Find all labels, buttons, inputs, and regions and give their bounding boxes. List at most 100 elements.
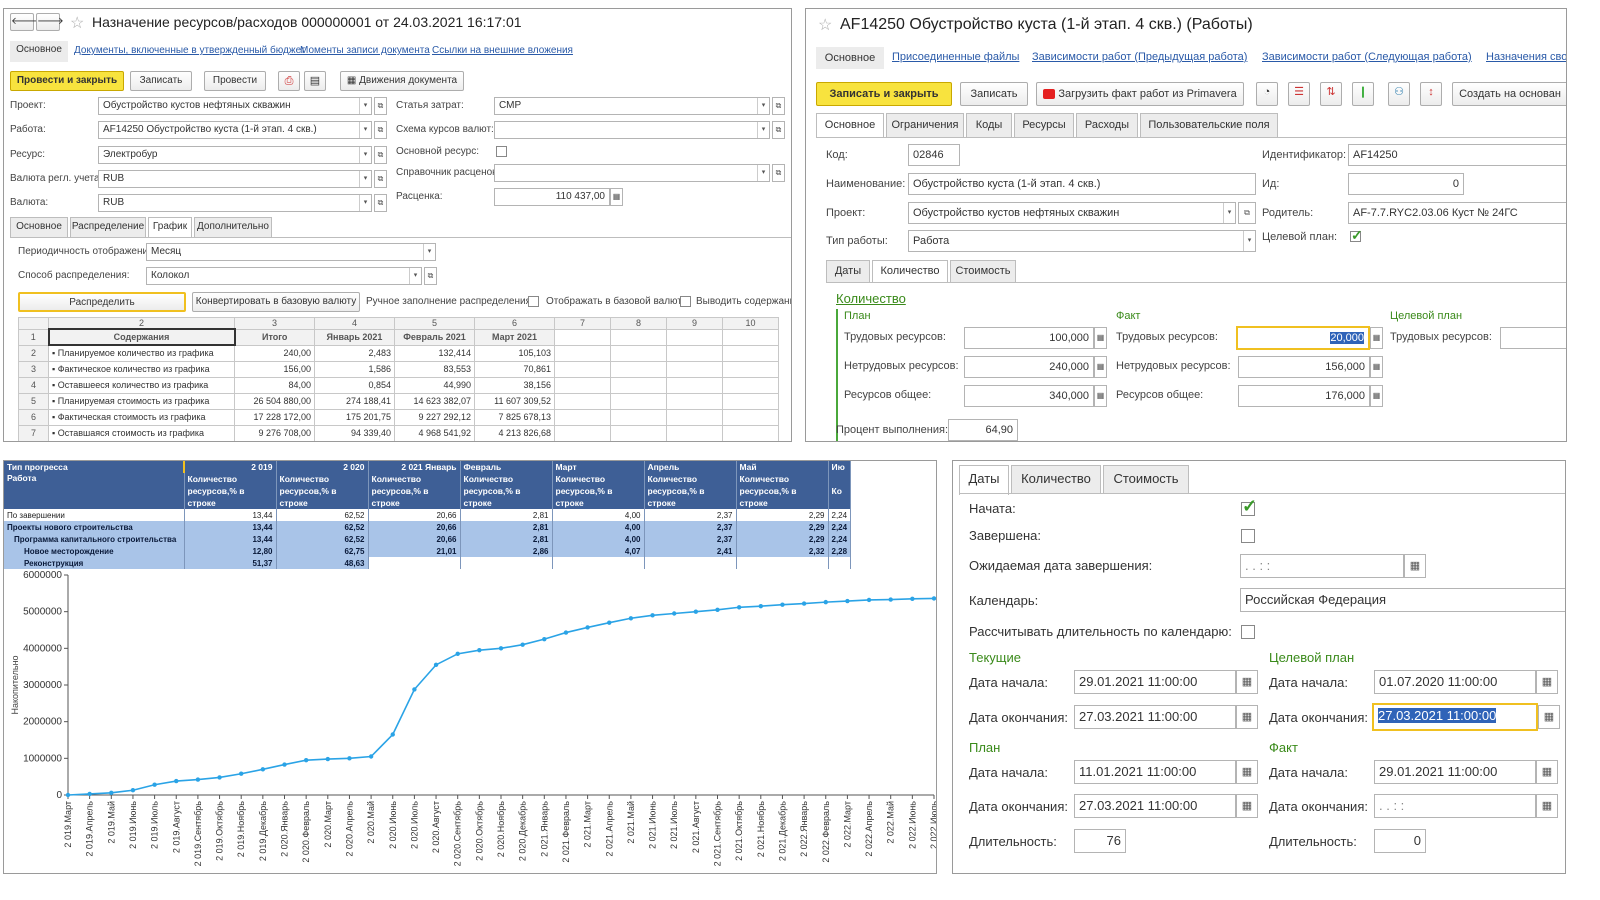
calculator-icon[interactable]: ▦	[1094, 356, 1107, 378]
target-end-field[interactable]: 27.03.2021 11:00:00	[1372, 703, 1538, 731]
started-checkbox[interactable]	[1241, 496, 1257, 517]
current-end-field[interactable]: 27.03.2021 11:00:00	[1074, 705, 1236, 729]
save-and-close-button[interactable]: Записать и закрыть	[816, 82, 952, 106]
finished-checkbox[interactable]	[1241, 529, 1255, 543]
expected-date-field[interactable]: . . : :	[1240, 554, 1404, 578]
cell[interactable]: 38,156	[474, 376, 555, 394]
users-icon[interactable]: ⚇	[1388, 82, 1410, 106]
work-type-field[interactable]: Работа ▾	[908, 230, 1256, 252]
tab-quantity[interactable]: Количество	[1011, 465, 1101, 493]
subtab-cost[interactable]: Стоимость	[950, 260, 1016, 282]
favorite-star-icon[interactable]: ☆	[818, 17, 833, 34]
chevron-down-icon[interactable]: ▾	[359, 171, 371, 187]
navtab-main[interactable]: Основное	[816, 47, 884, 69]
calendar-icon[interactable]: ▦	[1536, 794, 1558, 818]
period-field[interactable]: Месяц ▾	[146, 243, 436, 261]
forward-button[interactable]: 🡒	[36, 13, 64, 31]
calculator-icon[interactable]: ▦	[1094, 327, 1107, 349]
calculator-icon[interactable]: ▦	[1370, 385, 1383, 407]
save-button[interactable]: Записать	[960, 82, 1028, 106]
table-row[interactable]: 5 ▪ Планируемая стоимость из графика 26 …	[18, 392, 779, 410]
chevron-down-icon[interactable]: ▾	[757, 165, 769, 181]
tab-expenses[interactable]: Расходы	[1076, 113, 1138, 137]
cell[interactable]: 94 339,40	[314, 424, 395, 441]
navtab-assignments[interactable]: Назначения сво	[1486, 51, 1567, 63]
target-labor-field[interactable]	[1500, 327, 1566, 349]
navtab-main[interactable]: Основное	[10, 41, 68, 62]
progress-table[interactable]: Тип прогресса 2 019 2 020 2 021 Январь Ф…	[4, 461, 852, 569]
calendar-icon[interactable]: ▦	[1236, 705, 1258, 729]
subtab-dates[interactable]: Даты	[826, 260, 870, 282]
calculator-icon[interactable]: ▦	[610, 188, 623, 206]
cell[interactable]: 274 188,41	[314, 392, 395, 410]
calc-by-calendar-checkbox[interactable]	[1241, 625, 1255, 639]
cell[interactable]: 0,854	[314, 376, 395, 394]
fact-nonlabor-field[interactable]: 156,000	[1238, 356, 1370, 378]
refresh-icon[interactable]: ◔	[1256, 82, 1278, 106]
open-icon[interactable]: ⧉	[772, 164, 785, 182]
open-icon[interactable]: ⧉	[374, 170, 387, 188]
cell[interactable]: 156,00	[234, 360, 315, 378]
tab-codes[interactable]: Коды	[966, 113, 1012, 137]
current-start-field[interactable]: 29.01.2021 11:00:00	[1074, 670, 1236, 694]
favorite-star-icon[interactable]: ☆	[70, 15, 85, 32]
target-start-field[interactable]: 01.07.2020 11:00:00	[1374, 670, 1536, 694]
table-row[interactable]: Реконструкция 51,37 48,63	[4, 557, 852, 569]
table-row[interactable]: 2 ▪ Планируемое количество из графика 24…	[18, 344, 779, 362]
table-row[interactable]: Проекты нового строительства 13,44 62,52…	[4, 521, 852, 533]
name-field[interactable]: Обустройство куста (1-й этап. 4 скв.)	[908, 173, 1256, 195]
code-field[interactable]: 02846	[908, 144, 960, 166]
fact-end-field[interactable]: . . : :	[1374, 794, 1536, 818]
open-icon[interactable]: ⧉	[374, 146, 387, 164]
table-row[interactable]: 6 ▪ Фактическая стоимость из графика 17 …	[18, 408, 779, 426]
pct-complete-field[interactable]: 64,90	[948, 419, 1018, 441]
calendar-icon[interactable]: ▦	[1236, 670, 1258, 694]
calculator-icon[interactable]: ▦	[1370, 356, 1383, 378]
cell[interactable]: 70,861	[474, 360, 555, 378]
convert-base-currency-button[interactable]: Конвертировать в базовую валюту	[192, 292, 360, 312]
back-button[interactable]: 🡐	[10, 13, 38, 31]
tab-cost[interactable]: Стоимость	[1103, 465, 1189, 493]
cell[interactable]: 4 213 826,68	[474, 424, 555, 441]
tab-schedule[interactable]: График	[148, 217, 192, 238]
main-resource-checkbox[interactable]	[496, 146, 507, 157]
method-field[interactable]: Колокол ▾	[146, 267, 422, 285]
cell[interactable]: 240,00	[234, 344, 315, 362]
tab-resources[interactable]: Ресурсы	[1014, 113, 1074, 137]
calendar-icon[interactable]: ▦	[1538, 705, 1560, 729]
calendar-icon[interactable]: ▦	[1536, 760, 1558, 784]
open-icon[interactable]: ⧉	[374, 97, 387, 115]
calendar-icon[interactable]: ▦	[1236, 760, 1258, 784]
schedule-grid[interactable]: 2 3 4 5 6 7 8 9 10 1 Содержания Итого Ян…	[18, 317, 779, 441]
table-row[interactable]: Программа капитального строительства 13,…	[4, 533, 852, 545]
chevron-down-icon[interactable]: ▾	[409, 268, 421, 284]
cell[interactable]: 44,990	[394, 376, 475, 394]
tab-main[interactable]: Основное	[10, 217, 68, 237]
identifier-field[interactable]: AF14250	[1348, 144, 1566, 166]
table-row[interactable]: По завершении 13,44 62,52 20,66 2,81 4,0…	[4, 509, 852, 521]
plan-nonlabor-field[interactable]: 240,000	[964, 356, 1094, 378]
target-plan-checkbox[interactable]	[1350, 227, 1363, 244]
chevron-down-icon[interactable]: ▾	[359, 98, 371, 114]
open-icon[interactable]: ⧉	[772, 97, 785, 115]
manual-fill-checkbox[interactable]	[528, 296, 539, 307]
chevron-down-icon[interactable]: ▾	[757, 122, 769, 138]
post-button[interactable]: Провести	[204, 71, 266, 91]
document-movements-button[interactable]: ▦ Движения документа	[340, 71, 464, 91]
currency-field[interactable]: RUB ▾	[98, 194, 372, 212]
chevron-down-icon[interactable]: ▾	[1223, 203, 1235, 223]
chevron-down-icon[interactable]: ▾	[1243, 231, 1255, 251]
calendar-icon[interactable]: ▦	[1404, 554, 1426, 578]
calendar-field[interactable]: Российская Федерация	[1240, 588, 1565, 612]
post-and-close-button[interactable]: Провести и закрыть	[10, 71, 124, 91]
project-field[interactable]: Обустройство кустов нефтяных скважин ▾	[98, 97, 372, 115]
table-row[interactable]: 4 ▪ Оставшееся количество из графика 84,…	[18, 376, 779, 394]
cell[interactable]: 4 968 541,92	[394, 424, 475, 441]
project-field[interactable]: Обустройство кустов нефтяных скважин ▾	[908, 202, 1236, 224]
distribute-button[interactable]: Распределить	[18, 292, 186, 312]
fact-total-field[interactable]: 176,000	[1238, 385, 1370, 407]
cell[interactable]: 17 228 172,00	[234, 408, 315, 426]
cell[interactable]: 9 276 708,00	[234, 424, 315, 441]
subtab-quantity[interactable]: Количество	[872, 260, 948, 283]
tab-dates[interactable]: Даты	[959, 465, 1009, 495]
